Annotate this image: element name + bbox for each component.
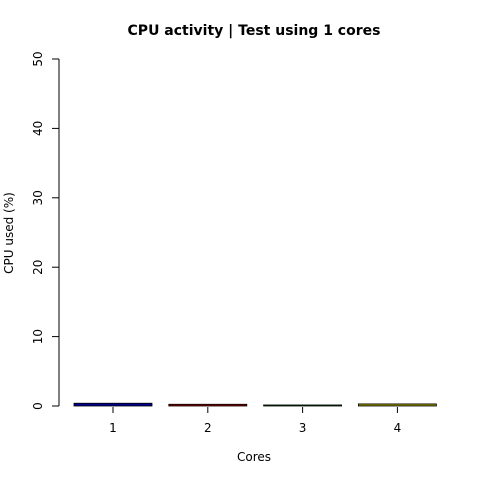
bar-series [73,402,437,407]
x-axis-label: Cores [237,450,271,464]
bar-core-2 [168,403,248,407]
y-axis-ticks: 0 10 20 30 40 50 [31,51,59,410]
y-tick-label: 30 [31,190,45,205]
chart-title: CPU activity | Test using 1 cores [128,23,381,39]
x-tick-label: 3 [299,421,307,435]
y-axis-label: CPU used (%) [2,192,16,274]
x-tick-label: 4 [394,421,402,435]
bar-core-1 [73,402,153,407]
bar-core-4 [357,403,437,407]
bar-core-3 [263,404,343,407]
y-tick-label: 50 [31,51,45,66]
y-tick-label: 40 [31,121,45,136]
x-axis-ticks: 1 2 3 4 [109,407,401,435]
y-tick-label: 0 [31,402,45,410]
y-tick-label: 10 [31,329,45,344]
x-tick-label: 1 [109,421,117,435]
y-tick-label: 20 [31,260,45,275]
x-tick-label: 2 [204,421,212,435]
